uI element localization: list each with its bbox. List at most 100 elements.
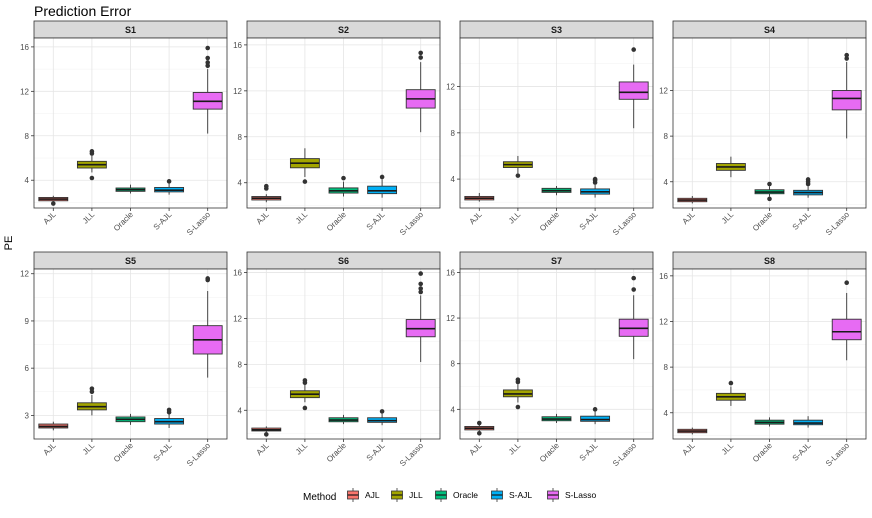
x-tick-label: S-AJL <box>365 441 387 463</box>
x-tick-label: AJL <box>468 210 485 227</box>
box-S6-Oracle <box>328 414 359 425</box>
outlier-point <box>205 45 210 51</box>
outlier-point <box>89 149 95 154</box>
y-tick-label: 4 <box>25 176 30 185</box>
y-tick-label: 4 <box>451 405 456 414</box>
y-tick-label: 4 <box>238 406 243 415</box>
panel-S1: S1 4 8 12 16 AJL JLL Oracle S-AJL S-Lasso <box>20 20 228 237</box>
box-S7-Oracle <box>541 413 572 424</box>
outlier-point <box>418 55 424 60</box>
outlier-point <box>728 380 734 386</box>
y-tick-label: 12 <box>446 83 455 92</box>
box-S2-AJL <box>251 183 282 203</box>
y-tick-label: 8 <box>451 360 456 369</box>
outlier-point <box>515 377 521 382</box>
strip-label-S1: S1 <box>125 25 136 35</box>
x-tick-label: S-AJL <box>578 210 600 232</box>
box-S8-JLL <box>715 380 746 406</box>
legend-key-S-Lasso: S-Lasso <box>546 488 596 502</box>
y-tick-label: 8 <box>451 129 456 138</box>
box-iqr <box>831 318 862 341</box>
legend-key-AJL: AJL <box>346 488 380 502</box>
outlier-point <box>592 176 598 182</box>
x-tick-label: AJL <box>42 441 59 458</box>
y-tick-label: 8 <box>664 132 669 141</box>
x-tick-label: Oracle <box>538 210 561 233</box>
strip-label-S7: S7 <box>551 256 562 266</box>
box-S8-AJL <box>677 427 708 435</box>
outlier-point <box>166 407 172 413</box>
box-S6-S-AJL <box>367 409 398 426</box>
outlier-point <box>89 386 95 391</box>
y-tick-label: 12 <box>659 86 668 95</box>
panel-S7: S7 4 8 12 16 AJL JLL Oracle S-AJL S-Lasso <box>446 251 654 468</box>
legend-key-Oracle: Oracle <box>434 488 478 502</box>
box-S2-S-Lasso <box>405 50 436 133</box>
box-iqr <box>580 415 611 422</box>
outlier-point <box>418 289 424 295</box>
box-S1-JLL <box>76 149 107 181</box>
x-tick-label: S-Lasso <box>824 210 852 238</box>
outlier-point <box>379 409 385 414</box>
x-tick-label: Oracle <box>112 441 135 464</box>
box-S3-Oracle <box>541 186 572 196</box>
box-S4-S-AJL <box>793 177 824 198</box>
y-tick-label: 8 <box>238 360 243 369</box>
strip-label-S3: S3 <box>551 25 562 35</box>
x-tick-label: Oracle <box>751 441 774 464</box>
outlier-point <box>805 177 811 182</box>
box-S4-JLL <box>715 156 746 178</box>
outlier-point <box>767 196 772 202</box>
legend-title: Method <box>303 492 336 503</box>
strip-label-S6: S6 <box>338 256 349 266</box>
outlier-point <box>205 276 210 281</box>
x-tick-label: AJL <box>681 210 698 227</box>
outlier-point <box>515 404 521 410</box>
panel-S2: S2 4 8 12 16 AJL JLL Oracle S-AJL S-Lasso <box>233 20 441 238</box>
box-S6-AJL <box>251 426 282 437</box>
legend-label-Oracle: Oracle <box>453 490 478 500</box>
outlier-point <box>302 179 308 184</box>
x-tick-label: Oracle <box>325 441 348 464</box>
y-tick-label: 6 <box>25 364 30 373</box>
y-tick-label: 12 <box>20 87 29 96</box>
box-S8-S-AJL <box>793 416 824 428</box>
y-tick-label: 8 <box>664 363 669 372</box>
y-tick-label: 12 <box>233 87 242 96</box>
box-S8-Oracle <box>754 417 785 427</box>
x-tick-label: S-Lasso <box>398 441 426 469</box>
x-tick-label: S-Lasso <box>185 441 213 469</box>
box-S1-S-Lasso <box>192 45 223 134</box>
x-tick-label: JLL <box>507 441 523 457</box>
outlier-point <box>205 63 210 69</box>
box-S5-Oracle <box>115 413 146 425</box>
outlier-point <box>631 275 636 281</box>
strip-label-S8: S8 <box>764 256 775 266</box>
strip-label-S2: S2 <box>338 25 349 35</box>
y-tick-label: 16 <box>233 41 242 50</box>
legend-label-JLL: JLL <box>409 490 423 500</box>
strip-label-S5: S5 <box>125 256 136 266</box>
outlier-point <box>264 432 269 437</box>
chart-title: Prediction Error <box>34 3 132 19</box>
x-tick-label: JLL <box>81 441 97 457</box>
y-tick-label: 9 <box>25 317 30 326</box>
x-tick-label: AJL <box>681 441 698 458</box>
outlier-point <box>418 50 424 56</box>
x-tick-label: S-Lasso <box>398 210 426 238</box>
outlier-point <box>418 271 424 276</box>
y-tick-label: 8 <box>238 133 243 142</box>
box-S2-JLL <box>289 148 320 184</box>
y-axis-label: PE <box>3 236 15 251</box>
outlier-point <box>515 173 521 178</box>
outlier-point <box>205 60 210 65</box>
outlier-point <box>844 280 849 285</box>
box-S3-AJL <box>464 192 495 202</box>
box-iqr <box>367 185 398 195</box>
y-tick-label: 12 <box>20 270 29 279</box>
box-S5-S-Lasso <box>192 276 223 378</box>
box-S4-Oracle <box>754 181 785 202</box>
y-tick-label: 16 <box>446 268 455 277</box>
box-S4-AJL <box>677 196 708 204</box>
outlier-point <box>844 52 849 58</box>
